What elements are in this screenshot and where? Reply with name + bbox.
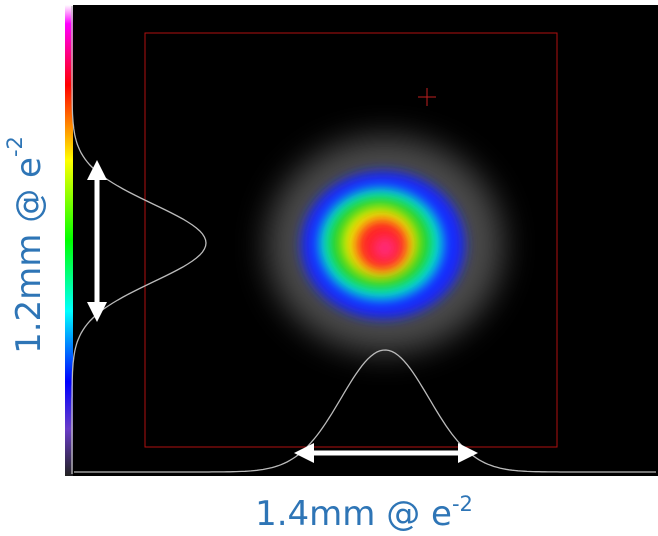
label-exponent: -2 bbox=[452, 492, 473, 516]
label-exponent: -2 bbox=[3, 136, 27, 157]
page: 1.2mm @ e-2 1.4mm @ e-2 (() => { const d… bbox=[0, 0, 658, 536]
horizontal-width-label: 1.4mm @ e-2 bbox=[255, 492, 473, 534]
beam-spot bbox=[267, 137, 503, 353]
label-text: 1.4mm @ e bbox=[255, 494, 452, 534]
beam-profile-figure: 1.2mm @ e-2 1.4mm @ e-2 bbox=[0, 0, 658, 536]
vertical-width-label: 1.2mm @ e-2 bbox=[3, 136, 49, 354]
label-text: 1.2mm @ e bbox=[9, 157, 49, 354]
